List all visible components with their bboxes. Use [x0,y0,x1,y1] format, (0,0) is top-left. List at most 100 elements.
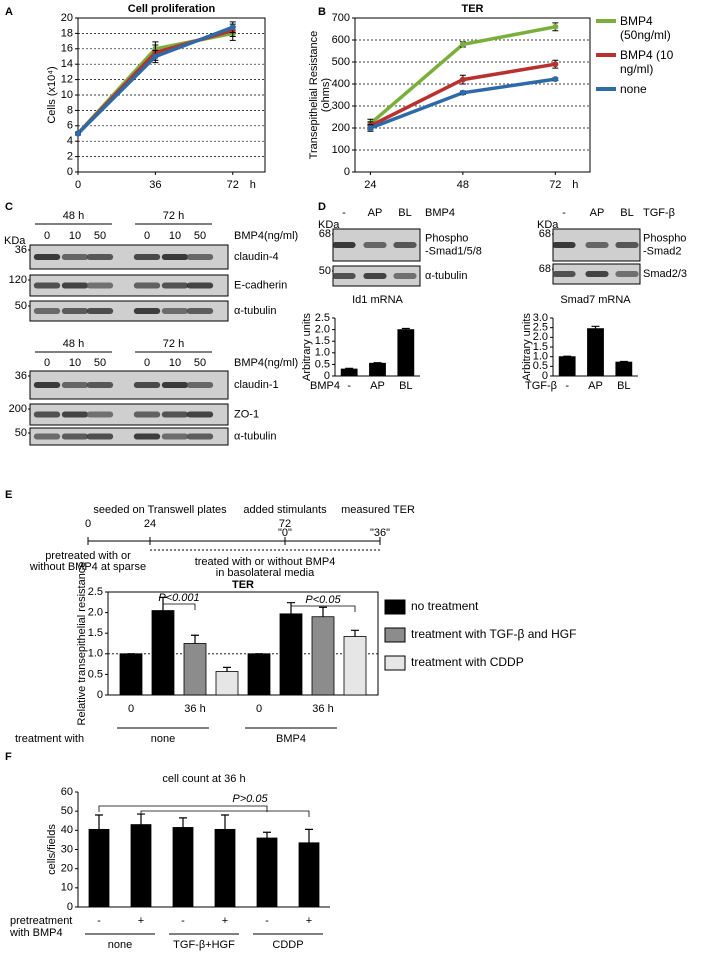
blot-band [161,411,189,418]
blot-band [615,242,639,248]
timeline-note: pretreated with or [45,550,131,562]
blot-band [552,271,576,277]
group-label: none [108,939,132,951]
y-tick-label: 10 [61,89,73,101]
y-tick-label: 1.0 [88,648,103,660]
y-tick-label: 0.5 [533,360,548,372]
y-tick-label: 2.5 [88,586,103,598]
blot-band [86,254,114,260]
y-tick-label: 0.5 [88,668,103,680]
row-label: BMP4 [310,380,340,392]
protein-label: α-tubulin [234,430,276,442]
protein-label: Phospho [643,232,686,244]
group-label: none [151,733,175,745]
kda-marker: 200 [9,403,27,415]
blot-band [186,433,214,440]
y-axis-label: (ohms) [320,78,332,112]
x-axis-label: h [572,179,578,191]
timeline-note: in basolateral media [216,567,315,579]
legend-item: BMP4 (50ng/ml) [620,14,671,42]
kda-label: KDa [537,219,559,231]
bar [151,610,175,696]
blot-band [133,282,161,289]
chart-title: TER [232,579,254,591]
y-tick-label: 100 [332,144,350,156]
panel-letter: F [5,751,12,763]
y-axis-label: Arbitrary units [521,313,533,381]
bar [130,824,152,908]
legend-item: none [620,82,647,96]
panel-letter: C [5,201,13,213]
timeline-caption: added stimulants [243,504,327,516]
blot-band [61,382,89,388]
x-tick-label: BL [617,380,630,392]
lane-label: 50 [94,230,106,242]
legend-swatch [384,599,406,615]
y-tick-label: 0 [324,370,330,382]
timeline-caption: measured TER [341,504,415,516]
blot-band [363,242,387,248]
timeline-tick-label: 72 [279,518,291,530]
legend-item: no treatment [411,599,478,613]
blot-band [133,382,161,388]
chart-title: Id1 mRNA [352,294,403,306]
x-tick-label: - [181,915,185,927]
x-tick-label: + [138,915,144,927]
error-bar [95,814,103,830]
error-bar [401,327,410,330]
panel-letter: E [5,489,12,501]
y-tick-label: 20 [61,863,73,875]
x-tick-label: - [565,380,569,392]
bar [214,828,236,908]
lane-label: BL [620,207,633,219]
plot-frame [77,17,266,173]
protein-label: Smad2/3 [643,268,687,280]
lane-label: - [342,207,346,219]
y-axis-label: Cells (x10⁴) [46,66,58,123]
kda-marker: 120 [9,274,27,286]
blot-band [33,433,61,440]
bar [587,328,604,377]
error-bar [221,814,229,830]
lane-label: 50 [94,357,106,369]
data-point [459,89,466,96]
lane-label: 0 [144,230,150,242]
legend-item: treatment with CDDP [411,655,524,669]
bar [88,828,110,908]
legend-item: treatment with TGF-β and HGF [411,627,576,641]
protein-label: E-cadherin [234,279,287,291]
protein-label: ZO-1 [234,408,259,420]
plot-frame [107,591,379,696]
row-label: with BMP4 [9,927,63,939]
y-tick-label: 2.0 [315,324,330,336]
protein-label: α-tubulin [234,305,276,317]
x-tick-label: AP [370,380,385,392]
kda-marker: 50 [15,300,27,312]
error-bar [223,666,231,672]
significance-bracket [162,603,196,610]
panel-letter: D [318,201,326,213]
blot-strip [29,274,229,297]
y-tick-label: 500 [332,56,350,68]
group-label: BMP4 [276,733,306,745]
y-tick-label: 10 [61,882,73,894]
bar [256,837,278,908]
y-tick-label: 1.5 [533,341,548,353]
timeline-relative-label: "36" [370,527,390,539]
error-bar [179,817,187,828]
lane-label: 0 [44,357,50,369]
significance-label: P>0.05 [232,793,268,805]
data-point [552,76,559,83]
y-tick-label: 1.5 [88,627,103,639]
protein-label: α-tubulin [425,270,467,282]
lane-label: 0 [144,357,150,369]
protein-label: claudin-4 [234,251,279,263]
blot-band [86,308,114,314]
blot-band [86,411,114,418]
kda-label: KDa [4,235,26,247]
blot-band [133,308,161,314]
y-tick-label: 2 [67,151,73,163]
blot-band [33,282,61,289]
